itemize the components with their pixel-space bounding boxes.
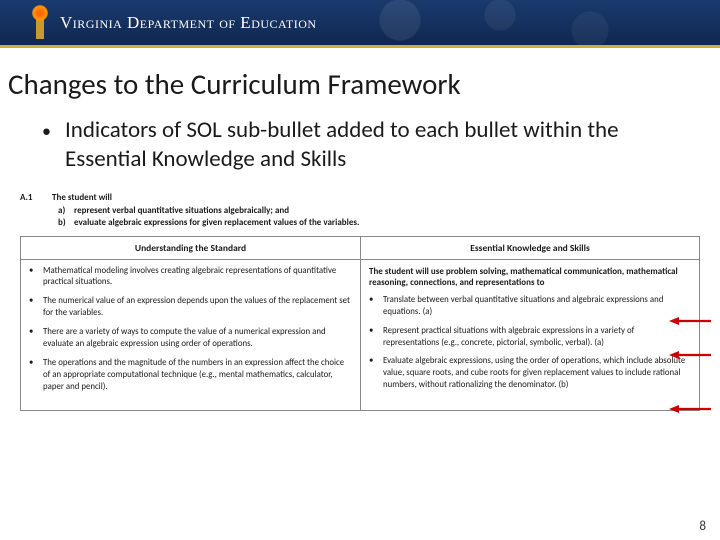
eks-intro: The student will use problem solving, ma…: [369, 266, 691, 289]
col-body-right: The student will use problem solving, ma…: [361, 260, 699, 410]
standard-code: A.1: [20, 192, 50, 203]
col-body-left: •Mathematical modeling involves creating…: [21, 260, 360, 411]
eks-item: •Represent practical situations with alg…: [369, 326, 691, 350]
understanding-item: •There are a variety of ways to compute …: [29, 327, 352, 351]
main-bullet: • Indicators of SOL sub-bullet added to …: [42, 116, 684, 174]
col-heading-right: Essential Knowledge and Skills: [361, 237, 699, 260]
column-eks: Essential Knowledge and Skills The stude…: [360, 237, 699, 411]
indicator-arrow: [669, 405, 711, 413]
header-banner: Virginia Department of Education: [0, 0, 720, 48]
understanding-item: •Mathematical modeling involves creating…: [29, 266, 352, 290]
page-number: 8: [699, 519, 706, 534]
torch-icon: [30, 7, 50, 39]
main-bullet-area: • Indicators of SOL sub-bullet added to …: [0, 116, 720, 174]
col-heading-left: Understanding the Standard: [21, 237, 360, 260]
standard-sublist: a) represent verbal quantitative situati…: [58, 205, 700, 228]
eks-item: •Evaluate algebraic expressions, using t…: [369, 356, 691, 392]
slide-title: Changes to the Curriculum Framework: [0, 48, 720, 116]
standard-header: A.1 The student will a) represent verbal…: [20, 192, 700, 228]
left-bullet-list: •Mathematical modeling involves creating…: [29, 266, 352, 394]
framework-excerpt: A.1 The student will a) represent verbal…: [0, 174, 720, 412]
understanding-item: •The operations and the magnitude of the…: [29, 358, 352, 394]
indicator-arrow: [669, 317, 711, 325]
two-column-table: Understanding the Standard •Mathematical…: [20, 236, 700, 412]
standard-intro: The student will: [52, 192, 112, 203]
standard-subitem: b) evaluate algebraic expressions for gi…: [58, 217, 700, 228]
right-bullet-list: •Translate between verbal quantitative s…: [369, 295, 691, 392]
bullet-dot: •: [42, 120, 51, 174]
eks-item: •Translate between verbal quantitative s…: [369, 295, 691, 319]
column-understanding: Understanding the Standard •Mathematical…: [21, 237, 360, 411]
header-org-name: Virginia Department of Education: [60, 13, 317, 33]
understanding-item: •The numerical value of an expression de…: [29, 296, 352, 320]
main-bullet-text: Indicators of SOL sub-bullet added to ea…: [65, 116, 684, 174]
standard-subitem: a) represent verbal quantitative situati…: [58, 205, 700, 216]
indicator-arrow: [669, 351, 711, 359]
